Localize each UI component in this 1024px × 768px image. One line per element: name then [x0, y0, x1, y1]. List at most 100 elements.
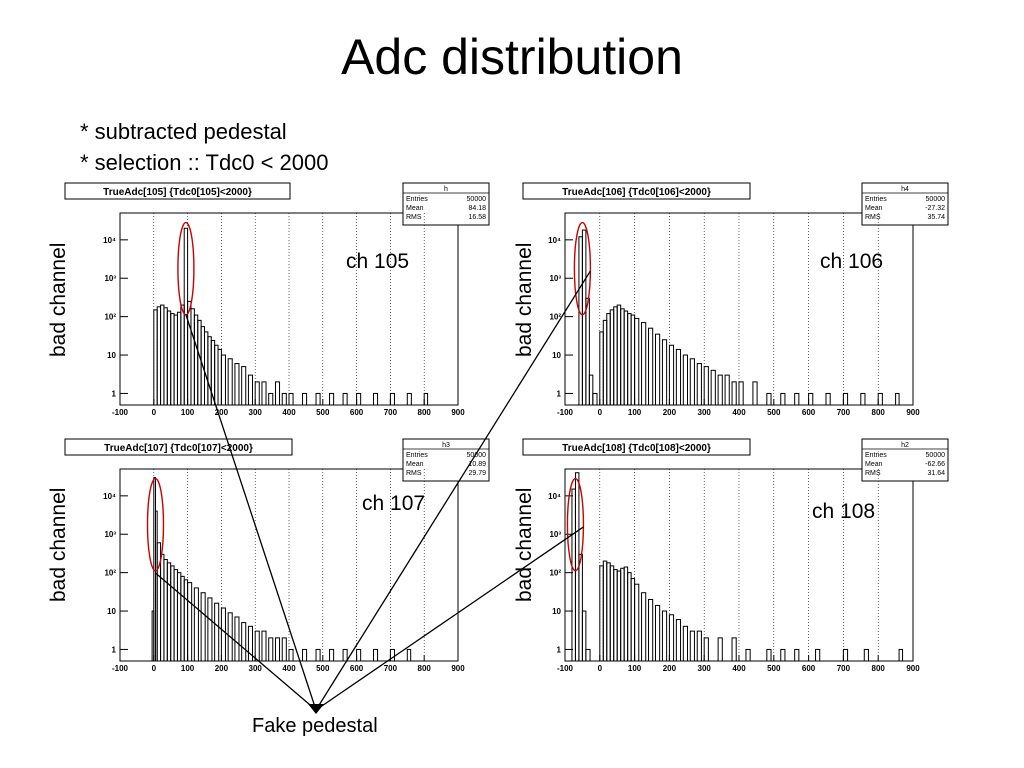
stats-key: Mean [865, 461, 883, 468]
y-tick-label: 10⁴ [103, 492, 116, 501]
histogram-bar [668, 614, 675, 662]
histogram-bar [261, 630, 267, 662]
stats-value: 16.58 [468, 214, 486, 221]
stats-value: 29.79 [468, 470, 486, 477]
x-tick-label: 500 [316, 664, 330, 673]
bad-channel-label-4: bad channel [513, 487, 536, 602]
stats-name: h2 [901, 442, 909, 449]
histogram-bar [895, 392, 900, 406]
x-tick-label: 300 [249, 408, 263, 417]
histogram-bar [815, 648, 821, 662]
stats-box [861, 438, 949, 482]
x-tick-label: 500 [767, 408, 781, 417]
arrowhead [308, 704, 324, 714]
stats-value: 84.18 [468, 205, 486, 212]
histogram-bar [281, 637, 287, 662]
x-tick-label: 600 [350, 664, 364, 673]
x-tick-label: -100 [557, 408, 574, 417]
histogram-bar [329, 392, 335, 406]
x-tick-label: 900 [451, 408, 465, 417]
bullet-list: * subtracted pedestal * selection :: Tdc… [80, 116, 328, 178]
stats-key: Entries [865, 196, 887, 203]
histogram-bar [634, 317, 640, 406]
histogram-bar [703, 366, 709, 406]
histogram-title-box [522, 182, 751, 200]
histogram-panel-1: TrueAdc[105] {Tdc0[105]<2000} h Entries 500… [64, 182, 490, 417]
x-tick-label: 200 [663, 664, 677, 673]
histogram-bar [842, 648, 849, 662]
histogram-bar [227, 358, 233, 406]
histogram-bar [220, 607, 226, 662]
x-tick-label: 600 [802, 408, 816, 417]
slide-title: Adc distribution [341, 29, 683, 85]
histogram-bar [641, 592, 647, 662]
y-tick-label: 10² [549, 313, 561, 322]
x-tick-label: 0 [598, 408, 603, 417]
pointer-line [315, 270, 591, 711]
histogram-bar [766, 648, 772, 662]
y-tick-label: 10 [107, 351, 116, 360]
x-tick-label: 400 [732, 408, 746, 417]
histogram-bar [423, 392, 429, 406]
histogram-bar [641, 322, 647, 406]
y-tick-label: 1 [112, 645, 117, 654]
x-tick-label: -100 [112, 408, 129, 417]
histogram-bar [766, 392, 772, 406]
histogram-bar [342, 392, 348, 406]
histogram-bar [648, 598, 654, 662]
x-tick-label: 0 [152, 664, 157, 673]
histogram-bar [274, 381, 281, 406]
histogram-bar [406, 392, 412, 406]
histogram-bar [247, 374, 253, 406]
histogram-bar [389, 392, 395, 406]
histogram-bar [581, 610, 587, 662]
histogram-bar [406, 648, 412, 662]
histogram-bar [187, 582, 193, 662]
histogram-bar [254, 630, 260, 662]
histogram-bar [356, 648, 362, 662]
stats-box [402, 182, 490, 226]
x-tick-label: 800 [418, 408, 432, 417]
stats-value: -27.32 [925, 205, 945, 212]
histogram-bar [200, 592, 206, 662]
bad-channel-highlight [146, 477, 165, 572]
histogram-bar [315, 392, 321, 406]
x-tick-label: 900 [451, 664, 465, 673]
stats-key: RMS [865, 214, 881, 221]
stats-value: 31.64 [927, 470, 945, 477]
histogram-bar [268, 637, 274, 662]
x-tick-label: 400 [282, 408, 296, 417]
y-tick-label: 10³ [549, 530, 561, 539]
histogram-bar [288, 392, 294, 406]
histogram-bar [356, 392, 362, 406]
y-tick-label: 10³ [549, 274, 561, 283]
x-tick-label: -100 [557, 664, 574, 673]
y-tick-label: 10² [104, 569, 116, 578]
histogram-bar [696, 363, 702, 406]
histogram-bar [654, 333, 661, 406]
histogram-title: TrueAdc[106] {Tdc0[106]<2000} [562, 187, 711, 198]
histogram-bar [877, 392, 883, 406]
bad-channel-highlight [573, 221, 592, 316]
histogram-title-box [64, 438, 293, 456]
y-tick-label: 1 [112, 389, 117, 398]
histogram-bar [234, 363, 240, 406]
x-tick-label: 900 [906, 408, 920, 417]
histogram-bar [329, 648, 335, 662]
histogram-title: TrueAdc[108] {Tdc0[108]<2000} [562, 443, 711, 454]
histogram-bar [860, 392, 866, 406]
histogram-bar [731, 381, 737, 406]
histogram-bar [794, 392, 800, 406]
histogram-bar [654, 604, 661, 662]
pointer-line [185, 314, 317, 711]
histogram-bar [738, 381, 744, 406]
histogram-bar [710, 369, 716, 406]
histogram-bar [302, 392, 308, 406]
x-tick-label: 800 [418, 664, 432, 673]
histogram-panel-4: TrueAdc[108] {Tdc0[108]<2000} h2 Entries 50… [522, 438, 949, 673]
x-tick-label: 400 [282, 664, 296, 673]
histogram-bar [389, 648, 395, 662]
x-tick-label: 200 [215, 408, 229, 417]
histogram-bar [578, 553, 583, 662]
